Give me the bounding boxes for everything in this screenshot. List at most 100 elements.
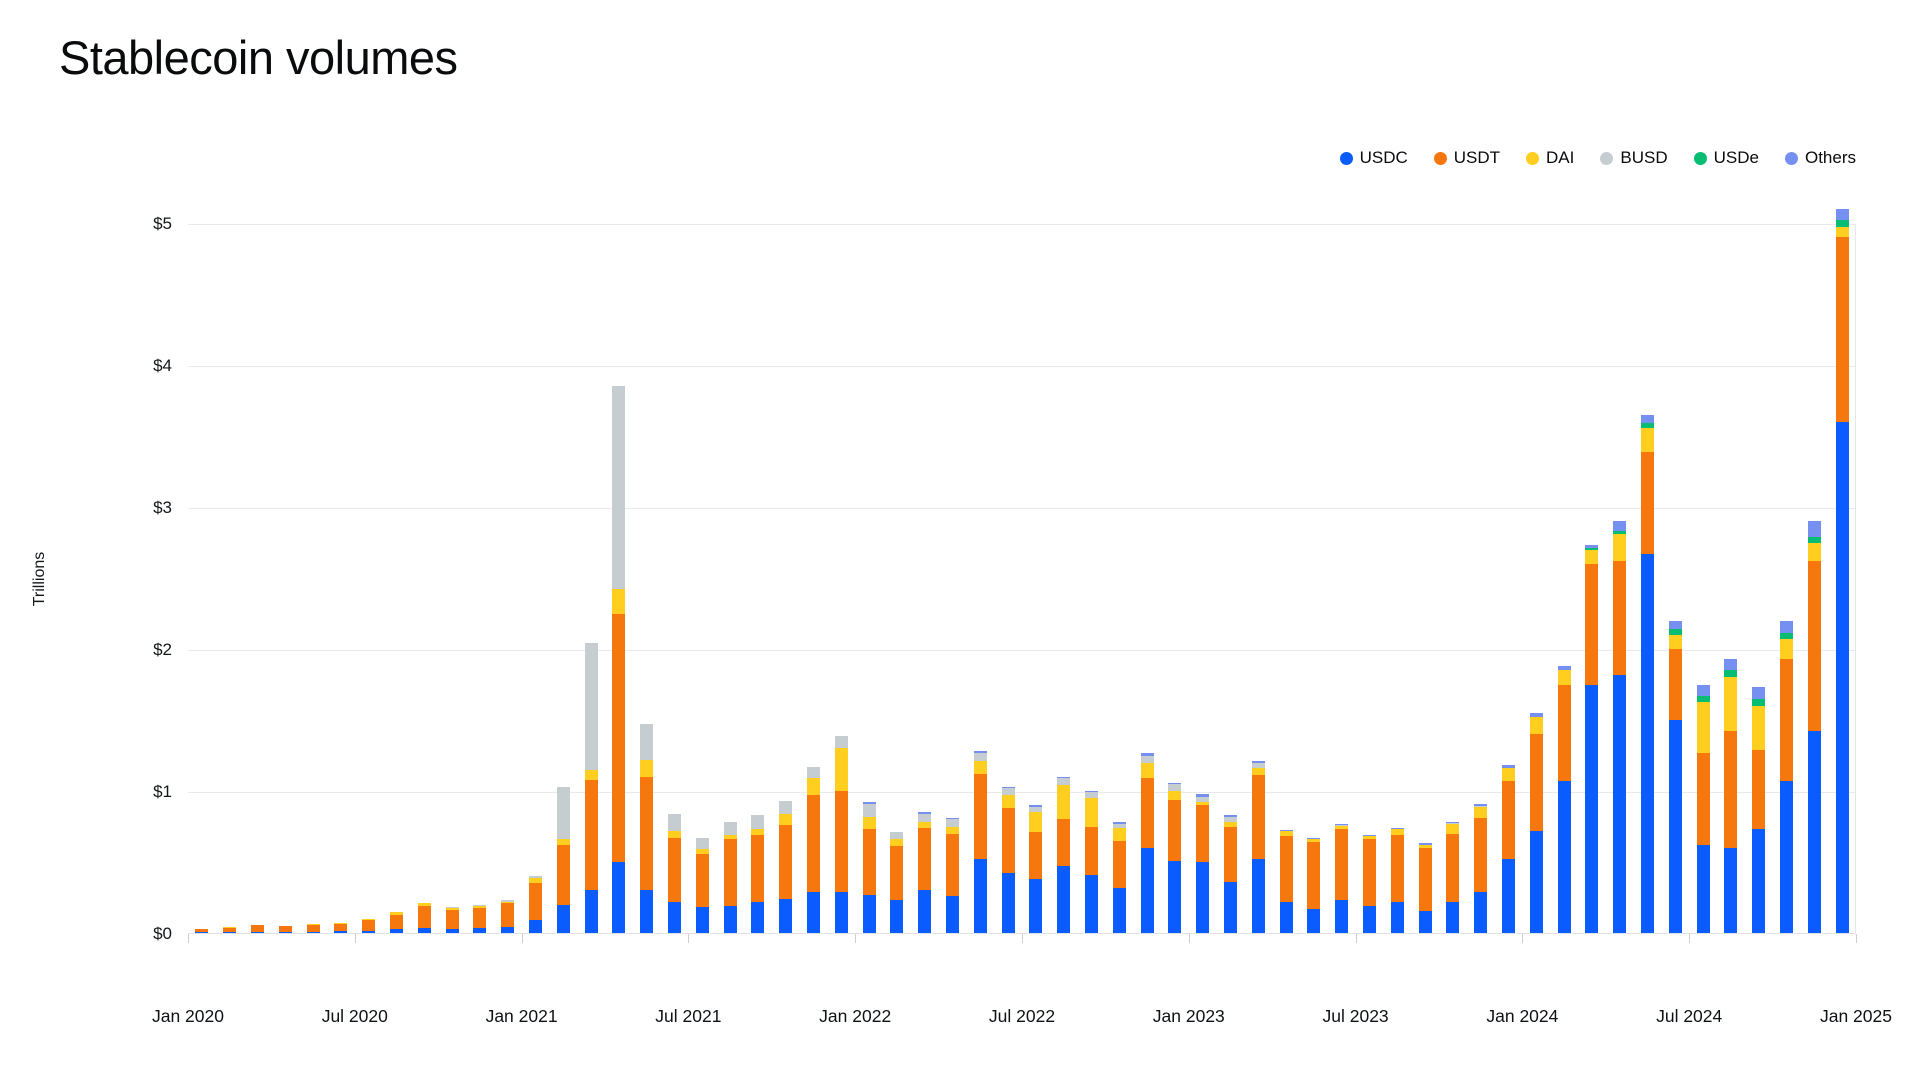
segment-usde-nov-2024[interactable] [1807, 536, 1821, 543]
segment-usdt-nov-2023[interactable] [1474, 818, 1488, 892]
segment-usdt-dec-2021[interactable] [834, 791, 848, 892]
segment-others-sep-2022[interactable] [1085, 791, 1098, 793]
bar-aug-2022[interactable] [1057, 776, 1071, 933]
segment-busd-dec-2022[interactable] [1168, 783, 1182, 792]
bar-aug-2021[interactable] [723, 822, 737, 933]
segment-dai-mar-2023[interactable] [1251, 768, 1265, 776]
segment-dai-oct-2020[interactable] [445, 908, 459, 911]
segment-others-mar-2022[interactable] [918, 812, 932, 814]
segment-usdc-apr-2023[interactable] [1279, 901, 1293, 933]
segment-usdt-jul-2022[interactable] [1029, 832, 1043, 880]
segment-dai-feb-2022[interactable] [890, 839, 904, 847]
segment-usdc-aug-2022[interactable] [1057, 866, 1071, 933]
bar-mar-2022[interactable] [918, 812, 932, 933]
segment-usdt-sep-2020[interactable] [417, 906, 431, 929]
segment-usdc-jan-2023[interactable] [1196, 862, 1210, 933]
segment-dai-jun-2021[interactable] [668, 830, 681, 838]
segment-usdc-feb-2024[interactable] [1557, 781, 1571, 933]
bar-sep-2020[interactable] [417, 902, 431, 933]
bar-dec-2021[interactable] [834, 735, 848, 933]
segment-dai-jan-2023[interactable] [1196, 802, 1210, 806]
segment-usdc-aug-2024[interactable] [1724, 847, 1738, 933]
segment-usdc-mar-2024[interactable] [1585, 684, 1599, 933]
segment-dai-jan-2021[interactable] [529, 878, 542, 884]
bar-oct-2020[interactable] [445, 907, 459, 933]
segment-dai-may-2021[interactable] [640, 759, 654, 777]
segment-usdc-jun-2021[interactable] [668, 901, 681, 933]
segment-usde-jul-2024[interactable] [1696, 695, 1710, 702]
segment-usdt-jan-2022[interactable] [862, 829, 876, 895]
bar-jun-2024[interactable] [1668, 620, 1682, 933]
segment-dai-aug-2022[interactable] [1057, 785, 1071, 820]
segment-others-oct-2023[interactable] [1446, 821, 1460, 824]
segment-dai-dec-2020[interactable] [501, 901, 515, 904]
segment-busd-jan-2023[interactable] [1196, 796, 1210, 803]
bar-oct-2023[interactable] [1446, 821, 1460, 933]
segment-usdc-jun-2020[interactable] [334, 931, 348, 933]
segment-busd-jun-2021[interactable] [668, 813, 681, 831]
segment-usdc-jan-2020[interactable] [195, 932, 209, 933]
bar-dec-2024[interactable] [1835, 208, 1849, 933]
segment-usdc-nov-2021[interactable] [807, 891, 820, 933]
segment-others-aug-2022[interactable] [1057, 776, 1071, 779]
segment-usdc-dec-2024[interactable] [1835, 421, 1849, 933]
segment-others-dec-2023[interactable] [1502, 765, 1515, 769]
segment-usdc-jun-2024[interactable] [1668, 720, 1682, 933]
segment-dai-mar-2021[interactable] [584, 769, 598, 780]
segment-usdc-jan-2022[interactable] [862, 894, 876, 933]
segment-usdc-apr-2024[interactable] [1613, 674, 1627, 933]
segment-usdc-dec-2023[interactable] [1502, 859, 1515, 933]
segment-others-oct-2022[interactable] [1112, 822, 1126, 824]
bar-oct-2021[interactable] [779, 800, 793, 933]
segment-dai-may-2020[interactable] [306, 924, 320, 925]
segment-usdc-jun-2023[interactable] [1335, 899, 1349, 933]
segment-busd-jun-2023[interactable] [1335, 825, 1349, 826]
segment-others-mar-2024[interactable] [1585, 545, 1599, 549]
segment-usdt-nov-2022[interactable] [1140, 778, 1154, 848]
segment-others-jun-2024[interactable] [1668, 620, 1682, 630]
segment-others-feb-2023[interactable] [1224, 815, 1237, 817]
segment-dai-aug-2023[interactable] [1390, 829, 1404, 836]
segment-others-jul-2023[interactable] [1363, 834, 1376, 837]
segment-busd-sep-2022[interactable] [1085, 792, 1098, 799]
segment-others-sep-2023[interactable] [1418, 843, 1432, 845]
segment-busd-oct-2020[interactable] [445, 907, 459, 909]
segment-usde-oct-2024[interactable] [1780, 633, 1793, 640]
segment-busd-mar-2022[interactable] [918, 813, 932, 823]
segment-usdt-jul-2023[interactable] [1363, 838, 1376, 907]
bar-nov-2020[interactable] [473, 905, 487, 933]
segment-busd-may-2021[interactable] [640, 724, 654, 760]
segment-usdc-nov-2024[interactable] [1807, 731, 1821, 933]
segment-dai-jun-2020[interactable] [334, 922, 348, 924]
segment-usdc-sep-2024[interactable] [1752, 829, 1766, 933]
segment-busd-may-2022[interactable] [973, 752, 987, 762]
segment-usdt-jun-2023[interactable] [1335, 828, 1349, 900]
segment-others-may-2024[interactable] [1641, 414, 1654, 424]
segment-usdt-jun-2020[interactable] [334, 923, 348, 932]
segment-dai-nov-2022[interactable] [1140, 762, 1154, 779]
segment-dai-nov-2023[interactable] [1474, 806, 1488, 818]
bar-apr-2022[interactable] [946, 818, 959, 933]
segment-dai-may-2023[interactable] [1307, 839, 1321, 843]
segment-usdc-feb-2023[interactable] [1224, 881, 1237, 933]
segment-usdt-oct-2022[interactable] [1112, 840, 1126, 888]
segment-usdt-feb-2023[interactable] [1224, 826, 1237, 882]
bar-jul-2024[interactable] [1696, 684, 1710, 933]
segment-usdc-jul-2022[interactable] [1029, 879, 1043, 933]
segment-dai-oct-2024[interactable] [1780, 639, 1793, 659]
segment-usdc-may-2024[interactable] [1641, 553, 1654, 933]
segment-usdc-feb-2022[interactable] [890, 900, 904, 933]
segment-usdt-jul-2024[interactable] [1696, 752, 1710, 845]
legend-item-dai[interactable]: DAI [1526, 148, 1574, 168]
segment-usdt-sep-2022[interactable] [1085, 826, 1098, 875]
bar-aug-2023[interactable] [1390, 827, 1404, 933]
segment-usdt-may-2022[interactable] [973, 773, 987, 860]
bar-may-2023[interactable] [1307, 837, 1321, 933]
segment-usdt-jan-2023[interactable] [1196, 805, 1210, 862]
segment-usdt-feb-2020[interactable] [223, 927, 237, 933]
segment-usdt-dec-2023[interactable] [1502, 781, 1515, 860]
bar-apr-2020[interactable] [278, 925, 292, 933]
bar-jun-2022[interactable] [1001, 786, 1015, 933]
segment-usdt-feb-2022[interactable] [890, 846, 904, 901]
segment-dai-jan-2024[interactable] [1529, 717, 1543, 735]
